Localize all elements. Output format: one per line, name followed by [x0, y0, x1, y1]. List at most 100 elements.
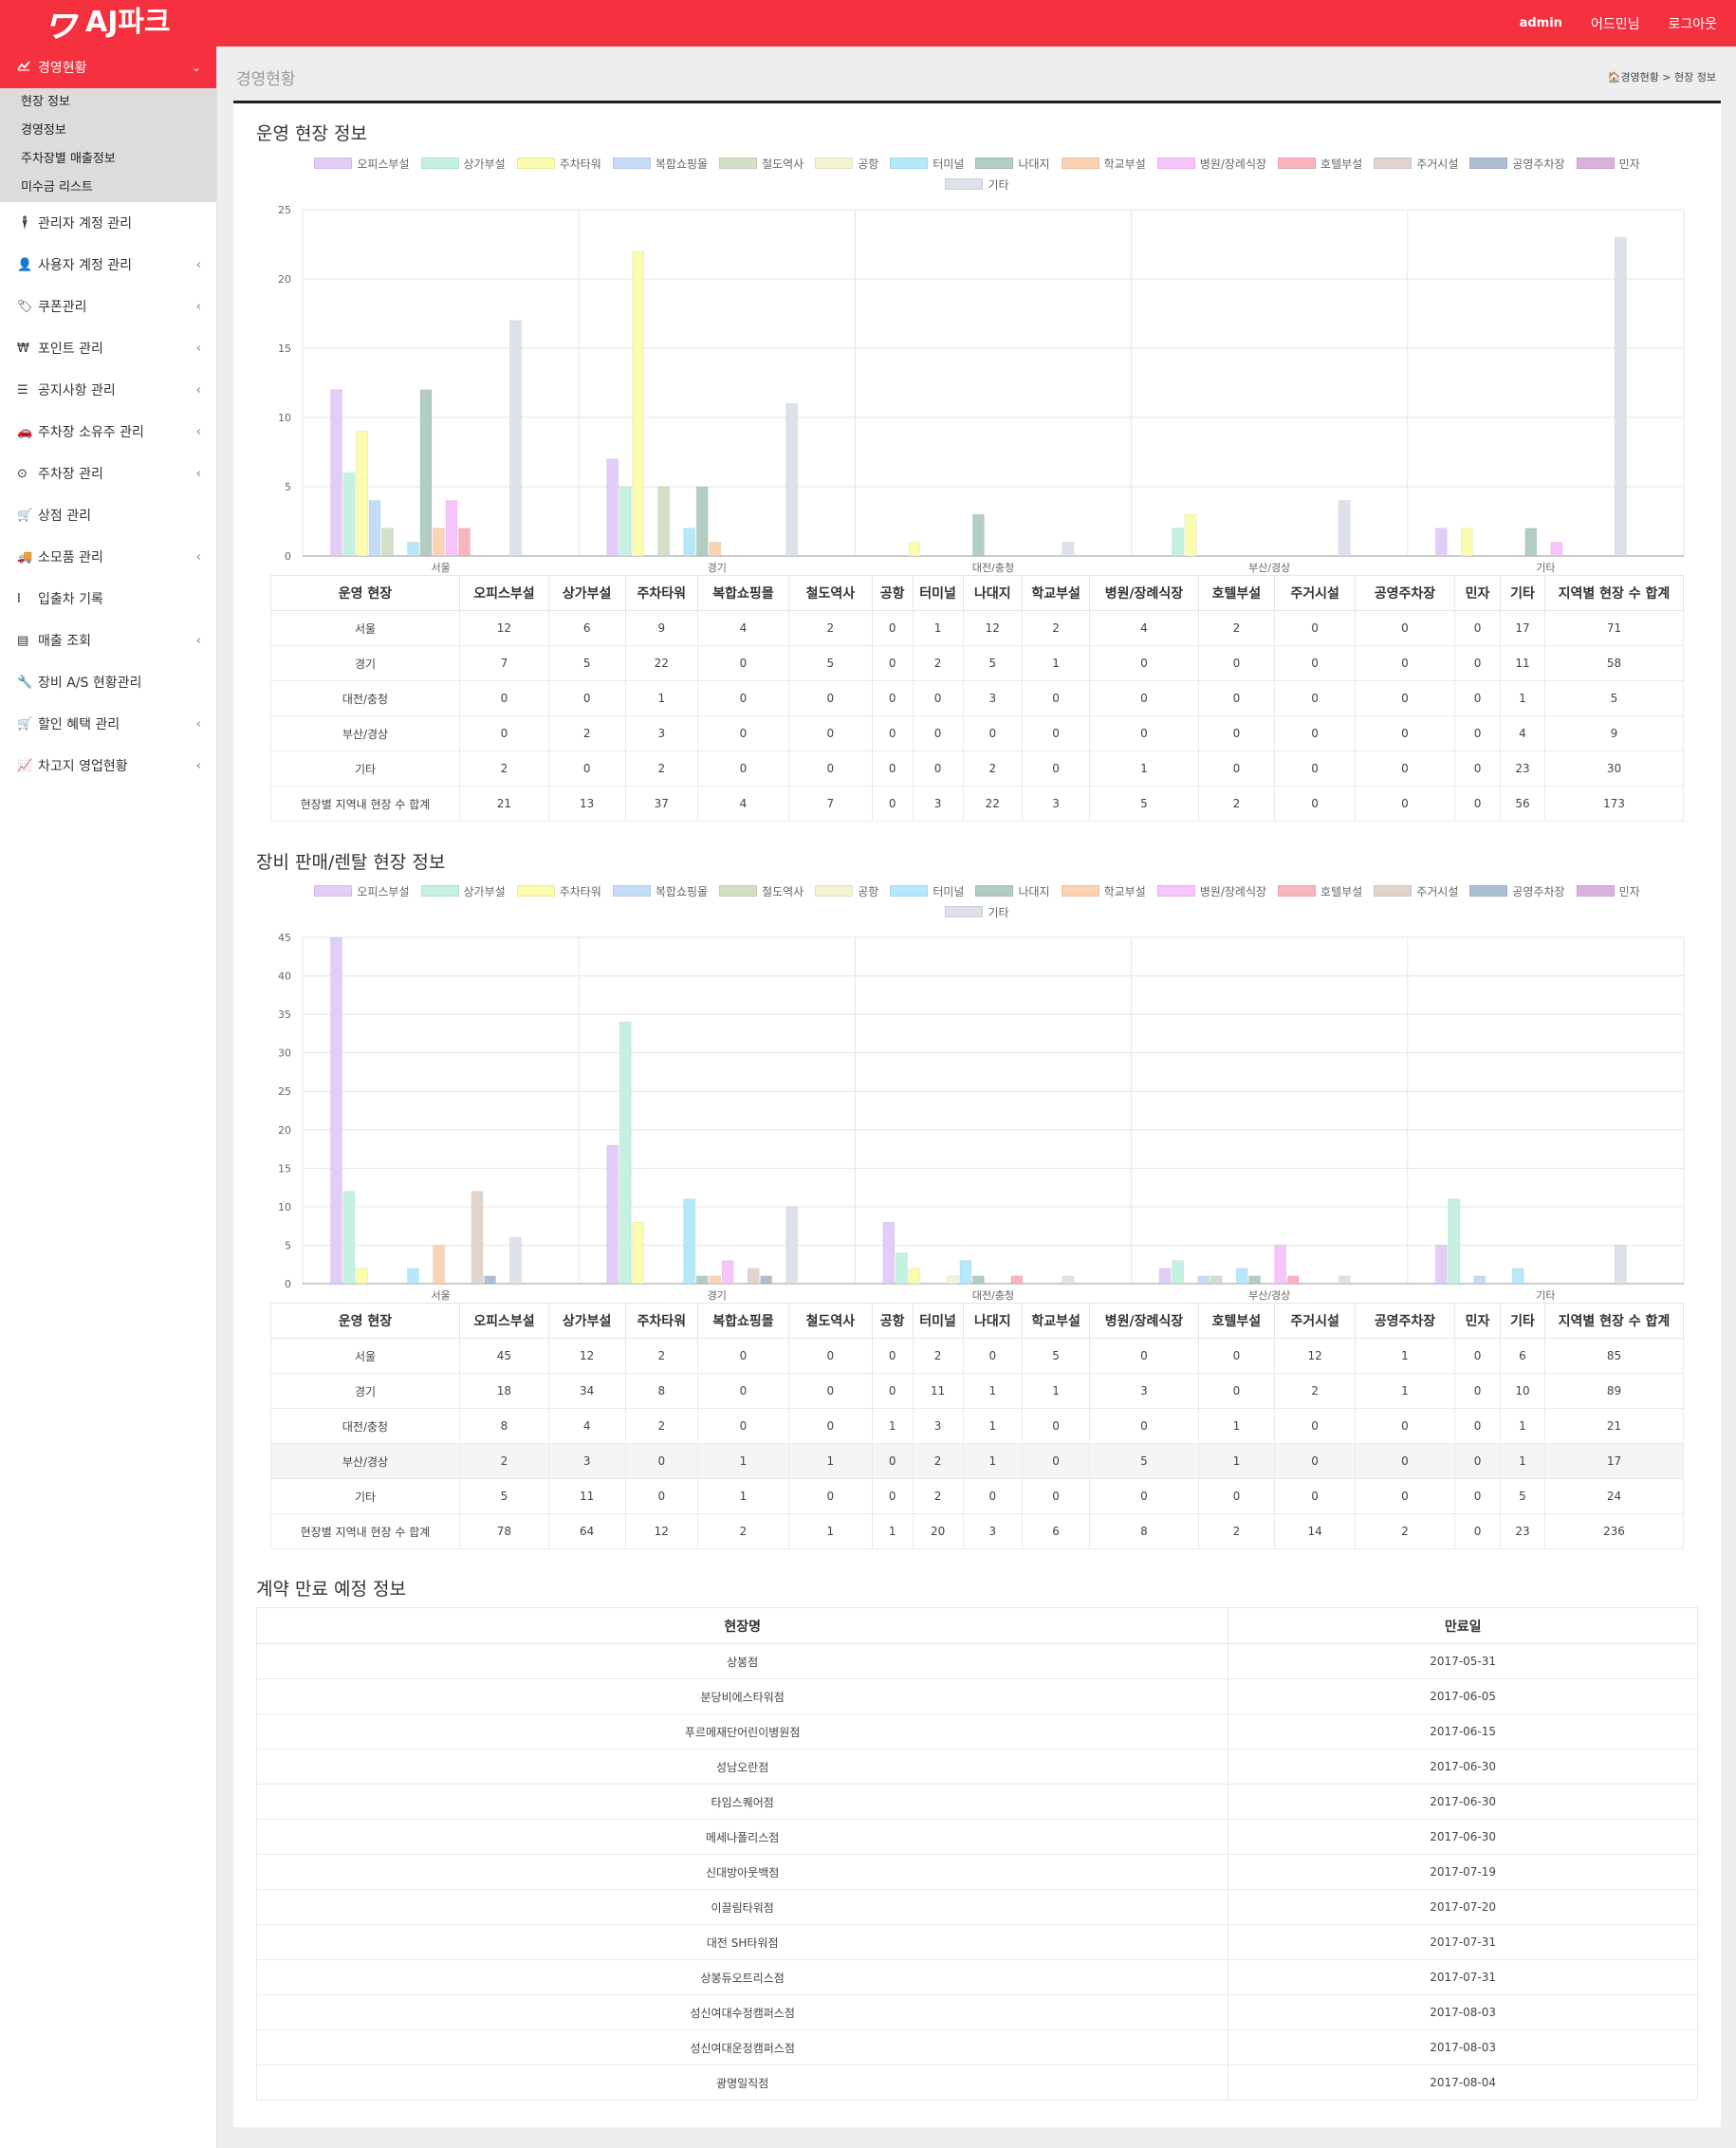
table-row[interactable]: 메세나폴리스점 2017-06-30	[257, 1820, 1698, 1855]
table-cell: 3	[1090, 1374, 1198, 1409]
table-cell: 34	[548, 1374, 625, 1409]
equipment-legend-item[interactable]: 철도역사	[719, 883, 803, 899]
table-row[interactable]: 성신여대운정캠퍼스점 2017-08-03	[257, 2030, 1698, 2065]
equipment-legend-item[interactable]: 오피스부설	[314, 883, 409, 899]
sidebar-item-11[interactable]: 🔧 장비 A/S 현황관리	[0, 661, 216, 703]
table-row[interactable]: 대전 SH타워점 2017-07-31	[257, 1925, 1698, 1960]
bar	[909, 1268, 920, 1284]
equipment-legend-item[interactable]: 상가부설	[421, 883, 506, 899]
row-label-cell: 경기	[271, 646, 460, 681]
equipment-legend-item[interactable]: 기타	[945, 904, 1008, 920]
operation-legend-item[interactable]: 기타	[945, 176, 1008, 193]
legend-label: 복합쇼핑몰	[656, 883, 708, 899]
sidebar-item-8[interactable]: 🚚 소모품 관리 ‹	[0, 536, 216, 578]
row-label-cell: 기타	[271, 1479, 460, 1514]
user-role-link[interactable]: 어드민님	[1591, 14, 1640, 33]
table-cell: 78	[460, 1514, 549, 1549]
table-cell: 1	[872, 1409, 913, 1444]
sidebar-item-3[interactable]: ₩ 포인트 관리 ‹	[0, 327, 216, 369]
equipment-legend-item[interactable]: 주거시설	[1374, 883, 1458, 899]
sidebar-item-12[interactable]: 🛒 할인 혜택 관리 ‹	[0, 703, 216, 745]
equipment-legend-item[interactable]: 터미널	[890, 883, 964, 899]
breadcrumb-text[interactable]: 경영현황 > 현장 정보	[1620, 71, 1716, 83]
table-cell: 17	[1544, 1444, 1683, 1479]
submenu-site-info[interactable]: 현장 정보	[0, 88, 216, 117]
operation-legend-item[interactable]: 터미널	[890, 156, 964, 172]
operation-legend-item[interactable]: 호텔부설	[1278, 156, 1362, 172]
table-cell: 1	[788, 1444, 872, 1479]
equipment-legend-item[interactable]: 공영주차장	[1469, 883, 1564, 899]
legend-label: 터미널	[933, 883, 964, 899]
table-cell: 0	[1090, 1479, 1198, 1514]
submenu-business-info[interactable]: 경영정보	[0, 117, 216, 145]
table-cell: 1	[625, 681, 698, 716]
sidebar-item-7[interactable]: 🛒 상점 관리	[0, 494, 216, 536]
equipment-legend-item[interactable]: 민자	[1577, 883, 1640, 899]
equipment-legend-item[interactable]: 복합쇼핑몰	[613, 883, 708, 899]
user-id-link[interactable]: admin	[1520, 16, 1562, 30]
sidebar-item-0[interactable]: 🕴 관리자 계정 관리	[0, 202, 216, 244]
equipment-legend-item[interactable]: 학교부설	[1062, 883, 1146, 899]
table-row[interactable]: 성신여대수정캠퍼스점 2017-08-03	[257, 1995, 1698, 2030]
column-header: 복합쇼핑몰	[698, 1304, 789, 1339]
y-tick-label: 0	[285, 1278, 291, 1290]
table-cell: 0	[963, 716, 1022, 751]
bar	[343, 472, 355, 556]
table-row[interactable]: 신대방아웃백점 2017-07-19	[257, 1855, 1698, 1890]
operation-legend-item[interactable]: 복합쇼핑몰	[613, 156, 708, 172]
table-row[interactable]: 상봉듀오트리스점 2017-07-31	[257, 1960, 1698, 1995]
operation-legend-item[interactable]: 학교부설	[1062, 156, 1146, 172]
operation-legend-item[interactable]: 오피스부설	[314, 156, 409, 172]
table-cell: 5	[788, 646, 872, 681]
brand-logo[interactable]: ヮ AJ파크	[42, 5, 171, 41]
operation-legend-item[interactable]: 병원/장례식장	[1157, 156, 1266, 172]
sidebar-item-5[interactable]: 🚗 주차장 소유주 관리 ‹	[0, 411, 216, 453]
operation-legend-item[interactable]: 철도역사	[719, 156, 803, 172]
table-row[interactable]: 광명일직점 2017-08-04	[257, 2065, 1698, 2101]
table-row[interactable]: 성남오란점 2017-06-30	[257, 1750, 1698, 1785]
bar	[1062, 542, 1074, 556]
table-row[interactable]: 상봉점 2017-05-31	[257, 1644, 1698, 1679]
home-icon[interactable]: 🏠	[1608, 71, 1621, 83]
table-cell: 0	[1455, 611, 1501, 646]
table-row[interactable]: 이끌림타워점 2017-07-20	[257, 1890, 1698, 1925]
operation-legend-item[interactable]: 주거시설	[1374, 156, 1458, 172]
sidebar-item-9[interactable]: I 입출차 기록	[0, 578, 216, 620]
sidebar-item-dashboard[interactable]: 경영현황 ⌄	[0, 46, 216, 88]
operation-legend-item[interactable]: 민자	[1577, 156, 1640, 172]
y-tick-label: 25	[278, 204, 291, 216]
table-cell: 3	[1022, 787, 1089, 822]
top-nav-links: admin 어드민님 로그아웃	[1491, 0, 1717, 46]
operation-legend-item[interactable]: 공영주차장	[1469, 156, 1564, 172]
sidebar-item-6[interactable]: ⊙ 주차장 관리 ‹	[0, 453, 216, 494]
equipment-legend-item[interactable]: 나대지	[975, 883, 1049, 899]
submenu-parking-sales[interactable]: 주차장별 매출정보	[0, 145, 216, 174]
table-row: 부산/경상 2 3 0 1 1 0 2 1 0 5 1 0 0 0 1 17	[271, 1444, 1684, 1479]
table-cell: 1	[1355, 1339, 1454, 1374]
operation-legend-item[interactable]: 나대지	[975, 156, 1049, 172]
table-row[interactable]: 타임스퀘어점 2017-06-30	[257, 1785, 1698, 1820]
equipment-legend-item[interactable]: 병원/장례식장	[1157, 883, 1266, 899]
sidebar-item-13[interactable]: 📈 차고지 영업현황 ‹	[0, 745, 216, 787]
operation-legend-item[interactable]: 상가부설	[421, 156, 506, 172]
submenu-receivables-list[interactable]: 미수금 리스트	[0, 174, 216, 202]
chevron-left-icon: ‹	[196, 300, 201, 314]
table-cell: 22	[625, 646, 698, 681]
equipment-legend-item[interactable]: 주차타워	[517, 883, 601, 899]
sidebar-item-10[interactable]: ▤ 매출 조회 ‹	[0, 620, 216, 661]
site-name-cell: 상봉점	[257, 1644, 1228, 1679]
sidebar-item-1[interactable]: 👤 사용자 계정 관리 ‹	[0, 244, 216, 286]
table-row[interactable]: 푸르메재단어린이병원점 2017-06-15	[257, 1714, 1698, 1750]
operation-legend-item[interactable]: 주차타워	[517, 156, 601, 172]
bar	[434, 1245, 445, 1284]
table-row[interactable]: 분당비에스타워점 2017-06-05	[257, 1679, 1698, 1714]
sidebar-item-4[interactable]: ☰ 공지사항 관리 ‹	[0, 369, 216, 411]
y-tick-label: 20	[278, 273, 291, 286]
sidebar-item-2[interactable]: 🏷 쿠폰관리 ‹	[0, 286, 216, 327]
operation-legend-item[interactable]: 공항	[815, 156, 878, 172]
bar	[696, 1276, 708, 1284]
logout-link[interactable]: 로그아웃	[1668, 14, 1717, 33]
site-name-cell: 성신여대운정캠퍼스점	[257, 2030, 1228, 2065]
equipment-legend-item[interactable]: 호텔부설	[1278, 883, 1362, 899]
equipment-legend-item[interactable]: 공항	[815, 883, 878, 899]
